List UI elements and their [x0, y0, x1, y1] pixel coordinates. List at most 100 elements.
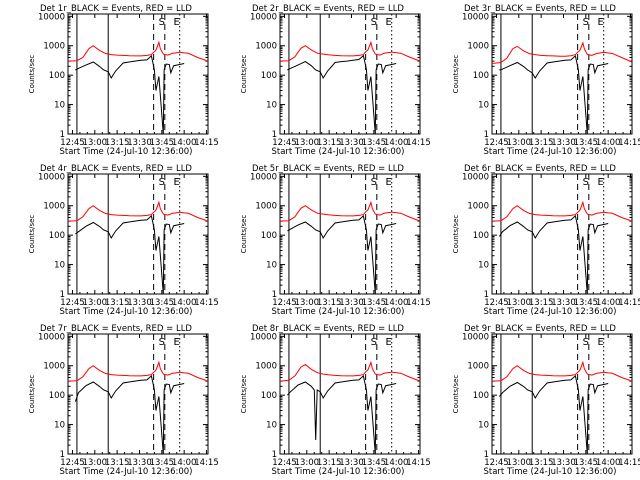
x-axis-label: Start Time (24-Jul-10 12:36:00)	[60, 467, 193, 477]
x-tick-label: 13:00	[507, 298, 532, 308]
x-tick-label: 13:45	[574, 138, 599, 148]
y-tick-label: 10	[478, 421, 489, 431]
y-tick-label: 10	[54, 101, 65, 111]
x-tick-label: 14:00	[384, 138, 409, 148]
marker-label: E	[598, 337, 604, 348]
x-tick-label: 13:00	[507, 458, 532, 468]
x-tick-label: 14:15	[194, 138, 219, 148]
x-tick-label: 13:15	[317, 138, 342, 148]
x-tick-label: 12:45	[484, 138, 509, 148]
series-events	[287, 54, 397, 135]
x-axis-label: Start Time (24-Jul-10 12:36:00)	[484, 147, 617, 157]
y-tick-label: 1000	[255, 42, 277, 52]
marker-label: E	[174, 17, 180, 28]
x-tick-label: 13:30	[339, 458, 364, 468]
y-tick-label: 1000	[43, 202, 65, 212]
series-events	[74, 374, 185, 455]
x-tick-label: 14:15	[618, 138, 640, 148]
x-tick-label: 12:45	[272, 298, 297, 308]
x-tick-label: 13:45	[362, 458, 387, 468]
x-tick-label: 13:15	[105, 458, 130, 468]
y-tick-label: 10000	[250, 12, 277, 22]
y-axis-label: Counts/sec	[452, 375, 460, 414]
y-tick-label: 1000	[255, 362, 277, 372]
y-tick-label: 1	[272, 450, 277, 460]
series-lld	[279, 360, 421, 382]
marker-label: S	[371, 17, 377, 28]
series-lld	[67, 360, 209, 382]
y-tick-label: 100	[473, 231, 489, 241]
x-tick-label: 13:30	[551, 138, 576, 148]
x-tick-label: 14:15	[194, 458, 219, 468]
x-axis-label: Start Time (24-Jul-10 12:36:00)	[484, 467, 617, 477]
x-tick-label: 13:45	[150, 458, 175, 468]
plot-frame	[279, 13, 421, 135]
x-tick-label: 13:45	[574, 298, 599, 308]
panel-title: Det 7r_BLACK = Events, RED = LLD	[40, 324, 192, 334]
x-tick-label: 14:15	[406, 138, 431, 148]
marker-label: E	[386, 17, 392, 28]
y-tick-label: 1000	[467, 42, 489, 52]
x-tick-label: 13:15	[529, 138, 554, 148]
panel-title: Det 1r_BLACK = Events, RED = LLD	[40, 4, 192, 14]
x-axis-label: Start Time (24-Jul-10 12:36:00)	[272, 467, 405, 477]
x-tick-label: 13:15	[529, 458, 554, 468]
y-tick-label: 10000	[462, 12, 489, 22]
x-tick-label: 13:30	[339, 298, 364, 308]
y-tick-label: 1	[484, 130, 489, 140]
x-tick-label: 13:15	[317, 458, 342, 468]
x-tick-label: 13:00	[83, 298, 108, 308]
x-tick-label: 13:30	[127, 298, 152, 308]
x-axis-label: Start Time (24-Jul-10 12:36:00)	[484, 307, 617, 317]
y-tick-label: 100	[261, 71, 277, 81]
x-tick-label: 13:00	[83, 138, 108, 148]
x-tick-label: 12:45	[484, 458, 509, 468]
series-lld	[279, 200, 421, 222]
y-axis-label: Counts/sec	[28, 375, 36, 414]
series-lld	[67, 200, 209, 222]
marker-label: E	[174, 177, 180, 188]
series-lld	[491, 360, 633, 382]
plot-frame	[491, 13, 633, 135]
y-tick-label: 1000	[43, 42, 65, 52]
y-tick-label: 10000	[462, 172, 489, 182]
y-axis-label: Counts/sec	[240, 55, 248, 94]
y-tick-label: 10000	[250, 172, 277, 182]
y-tick-label: 1	[484, 450, 489, 460]
plot-frame	[279, 333, 421, 455]
marker-label: S	[583, 337, 589, 348]
x-tick-label: 14:15	[194, 298, 219, 308]
plot-frame	[491, 333, 633, 455]
y-tick-label: 10	[266, 261, 277, 271]
x-tick-label: 13:30	[127, 458, 152, 468]
y-tick-label: 10000	[38, 172, 65, 182]
x-tick-label: 13:15	[529, 298, 554, 308]
plot-frame	[67, 333, 209, 455]
marker-label: S	[159, 17, 165, 28]
marker-label: S	[159, 177, 165, 188]
y-axis-label: Counts/sec	[452, 215, 460, 254]
marker-label: S	[583, 17, 589, 28]
x-axis-label: Start Time (24-Jul-10 12:36:00)	[272, 147, 405, 157]
x-tick-label: 13:15	[105, 298, 130, 308]
y-tick-label: 100	[49, 71, 65, 81]
x-tick-label: 13:00	[295, 298, 320, 308]
series-events	[499, 374, 609, 455]
y-tick-label: 100	[49, 391, 65, 401]
marker-label: E	[386, 177, 392, 188]
y-tick-label: 1000	[467, 362, 489, 372]
x-tick-label: 13:30	[127, 138, 152, 148]
y-axis-label: Counts/sec	[28, 55, 36, 94]
series-lld	[491, 41, 633, 64]
y-tick-label: 100	[473, 391, 489, 401]
x-axis-label: Start Time (24-Jul-10 12:36:00)	[60, 307, 193, 317]
x-tick-label: 13:00	[295, 458, 320, 468]
plot-frame	[279, 173, 421, 295]
x-tick-label: 12:45	[60, 298, 85, 308]
